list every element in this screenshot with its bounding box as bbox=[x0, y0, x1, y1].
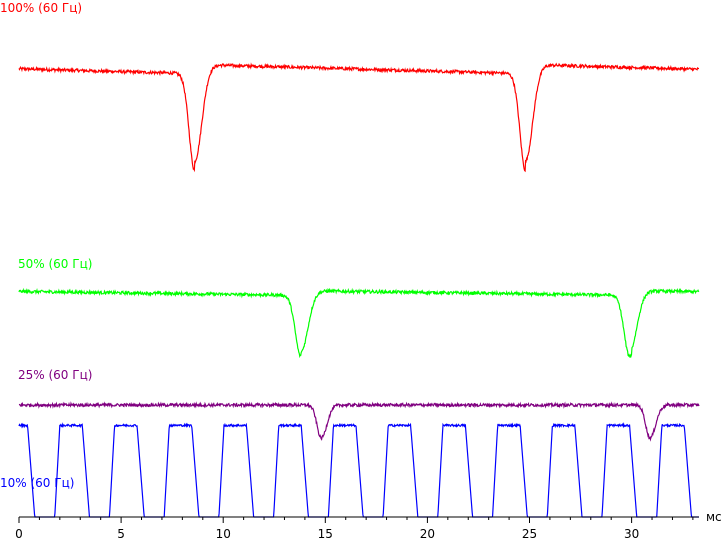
x-tick-label-25: 25 bbox=[522, 527, 537, 541]
series-labels: 100% (60 Гц) 50% (60 Гц) 25% (60 Гц) 10%… bbox=[0, 1, 92, 490]
x-tick-label-0: 0 bbox=[15, 527, 23, 541]
series-traces bbox=[18, 62, 700, 518]
series-label-25: 25% (60 Гц) bbox=[18, 368, 92, 382]
x-axis: 0 5 10 15 20 25 30 мс bbox=[15, 510, 721, 541]
series-line-3 bbox=[18, 422, 699, 518]
series-line-0 bbox=[18, 62, 700, 173]
x-tick-label-10: 10 bbox=[216, 527, 231, 541]
x-ticks: 0 5 10 15 20 25 30 bbox=[15, 517, 694, 541]
x-tick-label-15: 15 bbox=[318, 527, 333, 541]
x-unit-label: мс bbox=[706, 510, 722, 524]
series-line-1 bbox=[18, 287, 700, 359]
series-line-2 bbox=[18, 401, 700, 442]
x-tick-label-20: 20 bbox=[420, 527, 435, 541]
series-label-10: 10% (60 Гц) bbox=[0, 476, 74, 490]
series-label-50: 50% (60 Гц) bbox=[18, 257, 92, 271]
x-tick-label-5: 5 bbox=[117, 527, 125, 541]
series-label-100: 100% (60 Гц) bbox=[0, 1, 82, 15]
x-tick-label-30: 30 bbox=[624, 527, 639, 541]
